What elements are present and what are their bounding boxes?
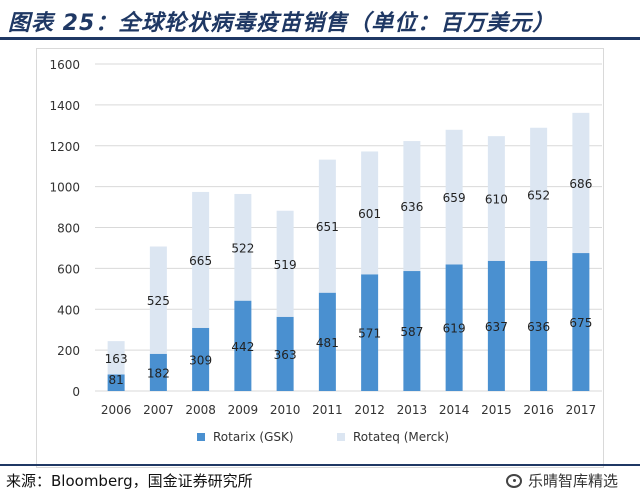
- bar-merck: [234, 193, 252, 301]
- x-tick-label: 2010: [270, 403, 301, 417]
- legend-label-gsk: Rotarix (GSK): [213, 430, 294, 444]
- bar-gsk: [403, 271, 421, 391]
- data-label-merck: 522: [231, 241, 254, 255]
- data-label-merck: 636: [400, 200, 423, 214]
- data-label-gsk: 182: [147, 366, 170, 380]
- y-tick-label: 800: [57, 222, 80, 236]
- data-label-merck: 659: [443, 191, 466, 205]
- data-label-gsk: 619: [443, 322, 466, 336]
- y-tick-label: 1000: [49, 181, 80, 195]
- bar-merck: [487, 136, 505, 261]
- data-label-gsk: 481: [316, 336, 339, 350]
- x-tick-label: 2013: [397, 403, 428, 417]
- bar-gsk: [276, 316, 294, 391]
- bar-merck: [445, 129, 463, 265]
- data-label-merck: 519: [274, 258, 297, 272]
- data-label-merck: 610: [485, 192, 508, 206]
- chart-title: 图表 25：全球轮状病毒疫苗销售（单位：百万美元）: [8, 11, 556, 36]
- y-tick-label: 1200: [49, 140, 80, 154]
- y-tick-label: 1400: [49, 99, 80, 113]
- bar-merck: [403, 141, 421, 272]
- bar-merck: [361, 151, 379, 275]
- x-tick-label: 2015: [481, 403, 512, 417]
- legend-swatch-gsk: [197, 433, 205, 441]
- bar-gsk: [445, 264, 463, 391]
- x-tick-label: 2008: [185, 403, 216, 417]
- data-label-merck: 601: [358, 207, 381, 221]
- data-label-gsk: 571: [358, 327, 381, 341]
- data-label-merck: 163: [105, 352, 128, 366]
- bar-gsk: [234, 300, 252, 391]
- data-label-gsk: 81: [108, 373, 123, 387]
- y-tick-label: 600: [57, 262, 80, 276]
- data-label-gsk: 363: [274, 348, 297, 362]
- x-tick-label: 2009: [228, 403, 259, 417]
- y-tick-label: 400: [57, 303, 80, 317]
- bar-gsk: [149, 353, 167, 391]
- legend-label-merck: Rotateq (Merck): [353, 430, 449, 444]
- bar-merck: [107, 341, 125, 375]
- x-tick-label: 2011: [312, 403, 343, 417]
- title-bar: 图表 25：全球轮状病毒疫苗销售（单位：百万美元）: [0, 0, 640, 40]
- legend-swatch-merck: [337, 433, 345, 441]
- bar-gsk: [361, 274, 379, 391]
- bar-merck: [572, 112, 590, 254]
- y-tick-label: 1600: [49, 58, 80, 72]
- data-label-merck: 665: [189, 254, 212, 268]
- source-note: 来源：Bloomberg，国金证券研究所: [6, 472, 253, 490]
- bar-merck: [530, 127, 548, 262]
- watermark-text: 乐晴智库精选: [527, 472, 618, 490]
- y-tick-label: 0: [72, 385, 80, 399]
- source-bar: 来源：Bloomberg，国金证券研究所 乐晴智库精选: [0, 464, 640, 492]
- x-tick-label: 2006: [101, 403, 132, 417]
- bar-merck: [318, 159, 336, 293]
- x-tick-label: 2007: [143, 403, 174, 417]
- y-tick-label: 200: [57, 344, 80, 358]
- data-label-merck: 652: [527, 188, 550, 202]
- bar-merck: [149, 246, 167, 354]
- watermark: 乐晴智库精选: [505, 470, 618, 491]
- x-tick-label: 2012: [354, 403, 385, 417]
- x-tick-label: 2014: [439, 403, 470, 417]
- data-label-gsk: 637: [485, 320, 508, 334]
- data-label-merck: 686: [569, 177, 592, 191]
- bar-gsk: [530, 261, 548, 391]
- data-label-merck: 651: [316, 220, 339, 234]
- x-tick-label: 2017: [566, 403, 597, 417]
- x-tick-label: 2016: [523, 403, 554, 417]
- data-label-gsk: 675: [569, 316, 592, 330]
- bar-gsk: [192, 327, 210, 391]
- data-label-gsk: 636: [527, 320, 550, 334]
- data-label-gsk: 309: [189, 353, 212, 367]
- bar-merck: [276, 210, 294, 317]
- bar-gsk: [487, 260, 505, 391]
- bar-merck: [192, 191, 210, 328]
- bar-gsk: [318, 292, 336, 391]
- bar-gsk: [572, 253, 590, 391]
- data-label-gsk: 587: [400, 325, 423, 339]
- data-label-merck: 525: [147, 294, 170, 308]
- data-label-gsk: 442: [231, 340, 254, 354]
- bar-gsk: [107, 374, 125, 391]
- wechat-icon: [505, 473, 522, 488]
